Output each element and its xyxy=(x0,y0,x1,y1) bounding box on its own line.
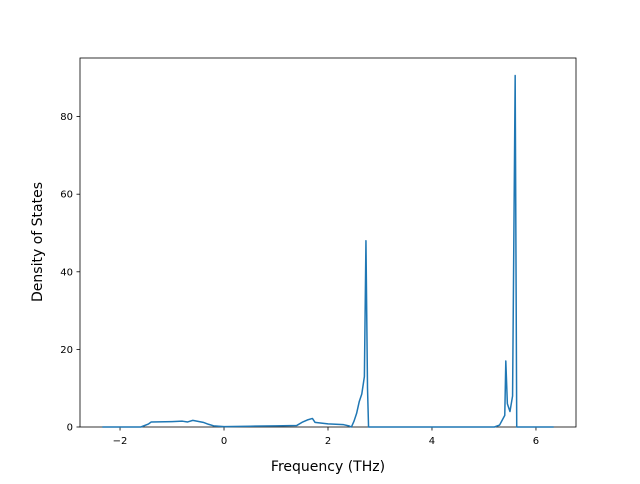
y-tick-label: 60 xyxy=(60,190,73,201)
x-tick-label: −2 xyxy=(113,436,128,447)
x-tick-label: 2 xyxy=(325,436,331,447)
x-tick-label: 0 xyxy=(221,436,227,447)
y-tick-label: 40 xyxy=(60,267,73,278)
y-axis-label: Density of States xyxy=(30,182,46,302)
y-tick-label: 80 xyxy=(60,112,73,123)
plot-frame xyxy=(79,57,577,428)
y-tick-label: 0 xyxy=(67,423,73,434)
x-tick-label: 4 xyxy=(429,436,435,447)
dos-line xyxy=(102,74,554,428)
x-axis-label: Frequency (THz) xyxy=(271,459,385,475)
x-tick-label: 6 xyxy=(533,436,539,447)
y-tick-label: 20 xyxy=(60,345,73,356)
